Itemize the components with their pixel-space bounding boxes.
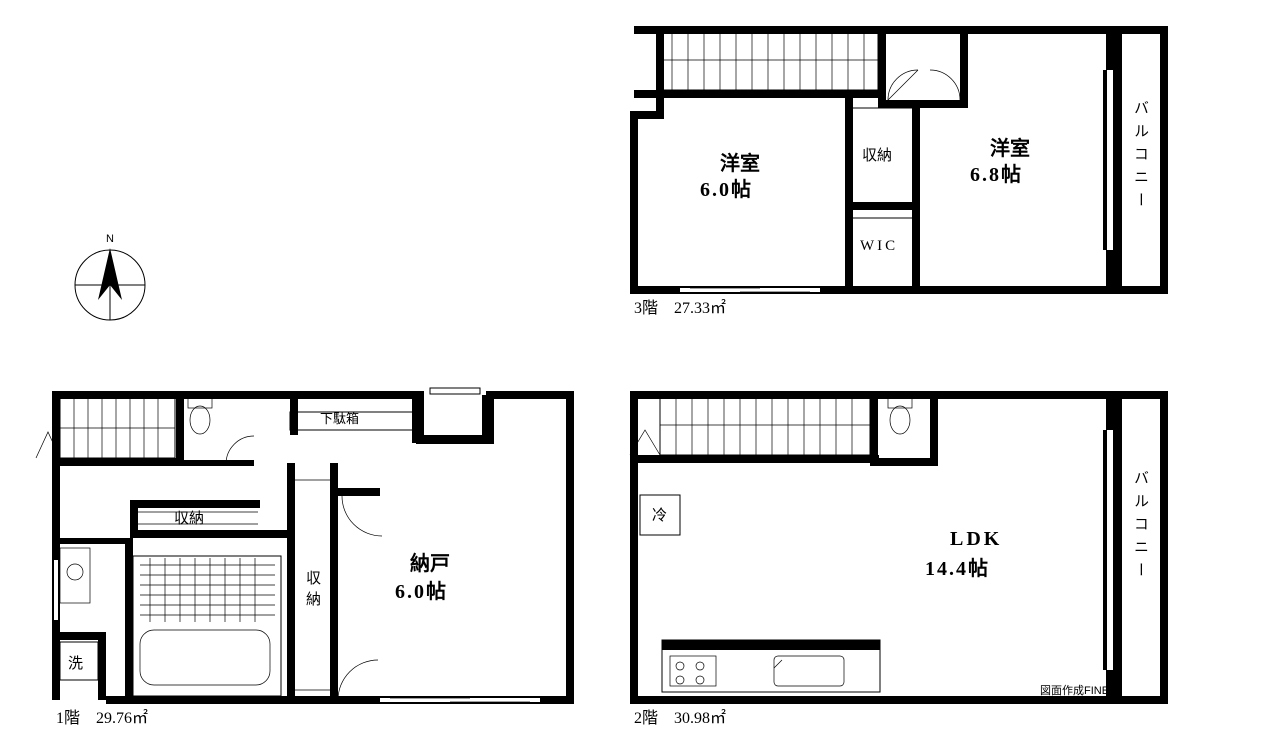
storage1-label: 収納 <box>174 510 204 527</box>
fridge-label: 冷 <box>652 507 667 524</box>
compass-letter: N <box>106 233 114 245</box>
closet-3f-label: 収納 <box>862 147 892 164</box>
credit-text: 図面作成FINE㈱ <box>1040 684 1120 697</box>
wash-label: 洗 <box>68 655 83 672</box>
floor-3: 洋室 6.0帖 洋室 6.8帖 収納 WIC バルコニー 3階 27.33㎡ <box>634 30 1164 317</box>
wic-label: WIC <box>860 238 898 254</box>
floorplan-canvas: N <box>0 0 1280 750</box>
getabako-label: 下駄箱 <box>320 411 359 426</box>
storage2-label: 収納 <box>304 570 321 612</box>
floor2-label: 2階 30.98㎡ <box>634 709 726 727</box>
ldk-size: 14.4帖 <box>925 557 990 580</box>
ldk-label: LDK <box>950 528 1002 550</box>
room-yo1-size: 6.0帖 <box>700 178 753 201</box>
compass-icon: N <box>75 233 145 320</box>
room-yo2-label: 洋室 <box>990 136 1030 160</box>
room-yo1-label: 洋室 <box>720 151 760 175</box>
nando-label: 納戸 <box>410 551 450 575</box>
floor-1: 納戸 6.0帖 収納 収納 下駄箱 洗 1階 29.76㎡ <box>36 388 570 727</box>
balcony-3f-label: バルコニー <box>1132 100 1148 215</box>
floor3-label: 3階 27.33㎡ <box>634 299 726 317</box>
balcony-2f-label: バルコニー <box>1132 470 1148 585</box>
nando-size: 6.0帖 <box>395 580 448 603</box>
floor1-label: 1階 29.76㎡ <box>56 709 148 727</box>
room-yo2-size: 6.8帖 <box>970 163 1023 186</box>
floor-2: LDK 14.4帖 冷 バルコニー 2階 30.98㎡ 図面作成FINE㈱ <box>630 395 1164 727</box>
